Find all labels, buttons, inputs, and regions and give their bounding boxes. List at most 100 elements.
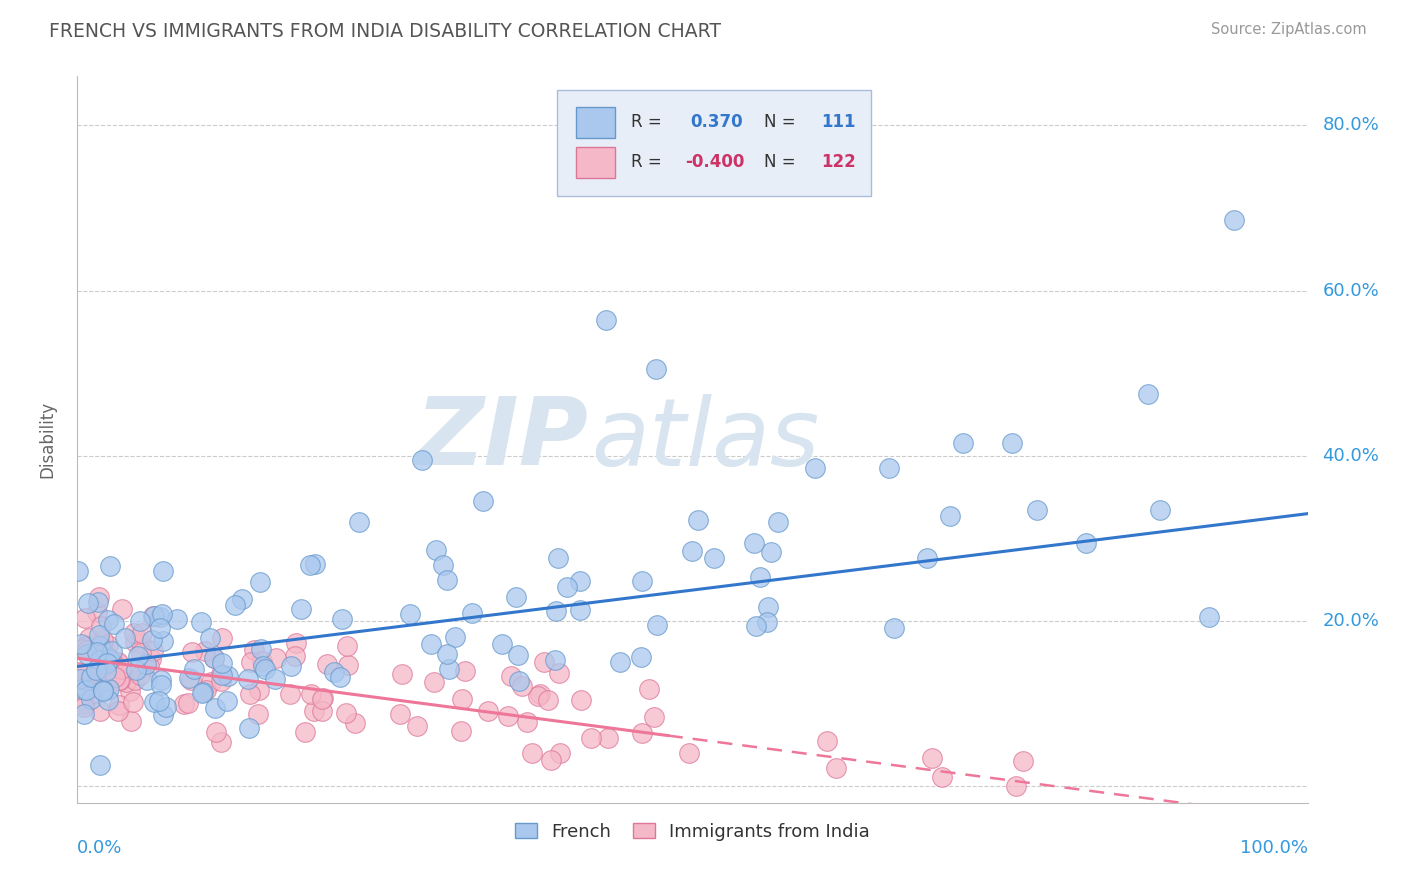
Point: [883, 622, 905, 636]
Point: [454, 665, 477, 679]
Point: [529, 688, 551, 702]
Point: [107, 655, 129, 669]
Text: 122: 122: [821, 153, 856, 170]
Point: [97, 681, 120, 696]
Point: [236, 672, 259, 686]
Point: [686, 513, 709, 527]
Point: [136, 673, 159, 687]
Point: [316, 657, 339, 671]
Point: [285, 636, 308, 650]
Text: atlas: atlas: [592, 393, 820, 485]
Point: [388, 707, 411, 722]
Point: [87, 628, 110, 642]
Point: [231, 592, 253, 607]
Point: [263, 672, 285, 686]
Point: [745, 619, 768, 633]
Point: [240, 655, 263, 669]
Point: [547, 550, 569, 565]
Point: [323, 665, 346, 679]
Point: [311, 705, 333, 719]
Point: [148, 694, 170, 708]
Point: [217, 669, 239, 683]
Point: [568, 574, 591, 589]
Legend: French, Immigrants from India: French, Immigrants from India: [508, 816, 877, 848]
Point: [682, 544, 704, 558]
Point: [759, 545, 782, 559]
Point: [96, 656, 118, 670]
Point: [149, 678, 172, 692]
Point: [89, 658, 111, 673]
Point: [98, 559, 121, 574]
Point: [1005, 779, 1028, 793]
Point: [77, 596, 100, 610]
Point: [477, 704, 499, 718]
Point: [103, 617, 125, 632]
Point: [243, 643, 266, 657]
Point: [72, 641, 94, 656]
Point: [527, 689, 550, 703]
Text: 0.0%: 0.0%: [77, 839, 122, 857]
Point: [80, 670, 103, 684]
Point: [952, 436, 974, 450]
Point: [506, 648, 529, 663]
Point: [343, 716, 366, 731]
Point: [204, 701, 226, 715]
Point: [107, 698, 129, 713]
Point: [596, 731, 619, 745]
Point: [89, 653, 111, 667]
Point: [311, 691, 333, 706]
Point: [337, 657, 360, 672]
Point: [939, 509, 962, 524]
Point: [548, 746, 571, 760]
Point: [122, 695, 145, 709]
Text: 111: 111: [821, 112, 856, 130]
Point: [73, 697, 96, 711]
Point: [131, 626, 153, 640]
Point: [815, 734, 838, 748]
Point: [129, 646, 152, 660]
Point: [89, 662, 111, 676]
Point: [284, 648, 307, 663]
Point: [139, 652, 162, 666]
Point: [142, 643, 165, 657]
Text: N =: N =: [763, 112, 800, 130]
Point: [533, 655, 555, 669]
Point: [107, 673, 129, 688]
Point: [211, 656, 233, 670]
Point: [460, 606, 482, 620]
Text: 40.0%: 40.0%: [1323, 447, 1379, 465]
Point: [544, 604, 567, 618]
Point: [311, 692, 333, 706]
Point: [66, 665, 89, 680]
Point: [202, 651, 225, 665]
Point: [125, 663, 148, 677]
Point: [335, 640, 357, 654]
Point: [149, 621, 172, 635]
Point: [97, 638, 120, 652]
Point: [239, 688, 262, 702]
Point: [100, 644, 122, 658]
Point: [195, 682, 218, 697]
Text: R =: R =: [631, 153, 666, 170]
Point: [1001, 436, 1024, 450]
Point: [111, 602, 134, 616]
Point: [97, 613, 120, 627]
Point: [128, 668, 150, 682]
Point: [124, 625, 146, 640]
Text: N =: N =: [763, 153, 800, 170]
Point: [142, 608, 165, 623]
Point: [155, 699, 177, 714]
Point: [630, 574, 652, 589]
Point: [173, 697, 195, 711]
Point: [87, 590, 110, 604]
Point: [756, 615, 779, 630]
Point: [143, 695, 166, 709]
Point: [472, 494, 495, 508]
Point: [209, 735, 232, 749]
Point: [304, 557, 326, 571]
Point: [66, 564, 89, 578]
Text: 0.370: 0.370: [690, 112, 742, 130]
Point: [1223, 213, 1246, 227]
Point: [347, 516, 370, 530]
Point: [1136, 387, 1159, 401]
